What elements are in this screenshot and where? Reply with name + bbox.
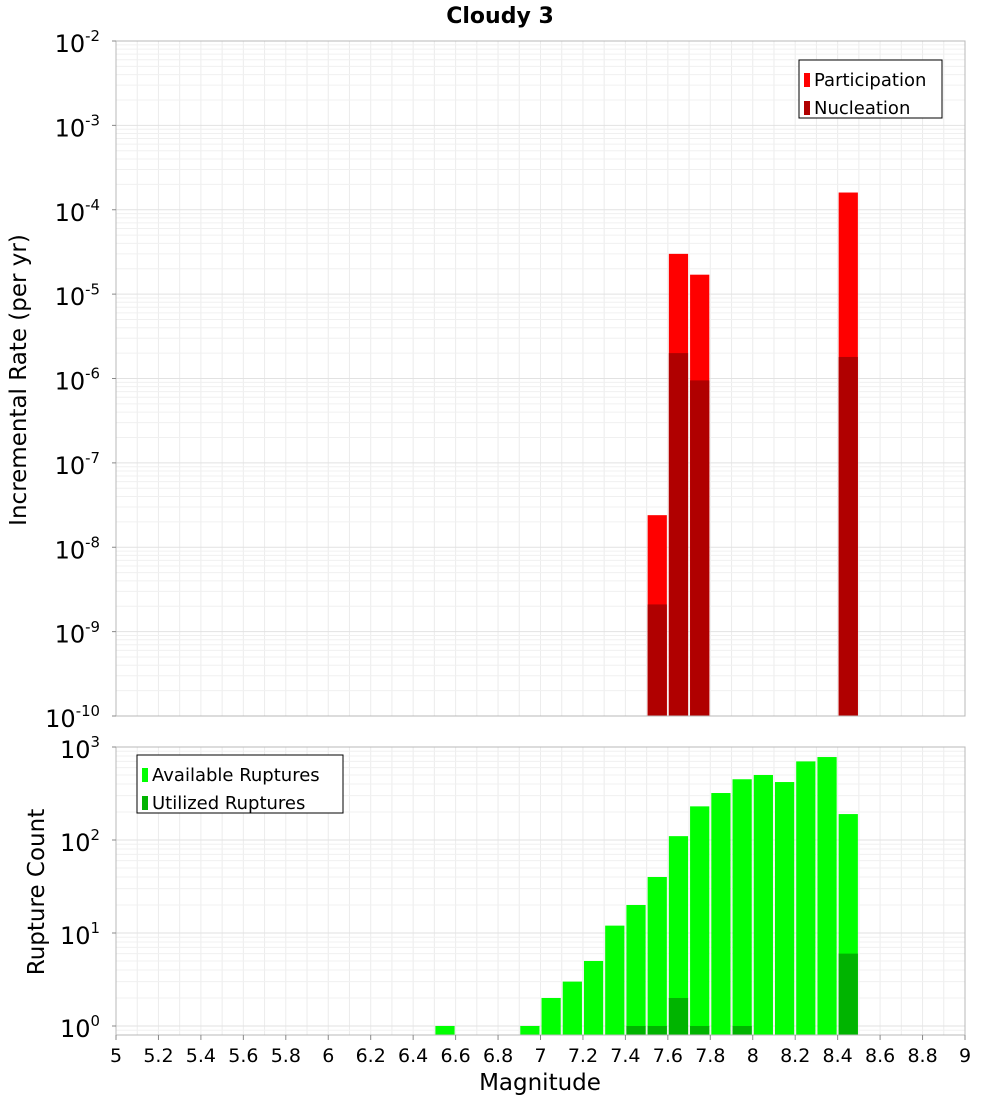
x-tick-label: 7.6: [653, 1045, 683, 1067]
x-tick-label: 5.4: [186, 1045, 216, 1067]
legend-box: [136, 754, 344, 814]
y-tick-label: 10-4: [55, 196, 100, 227]
x-axis-label: Magnitude: [479, 1070, 601, 1096]
x-tick-label: 8.4: [823, 1045, 853, 1067]
y-tick-label: 10-7: [55, 449, 100, 480]
y-tick-label: 102: [60, 826, 100, 857]
bar-nucleation: [647, 604, 667, 716]
bar-available-ruptures: [626, 904, 646, 1035]
y-tick-label: 100: [60, 1012, 100, 1043]
bar-available-ruptures: [583, 960, 604, 1035]
x-tick-label: 7.2: [568, 1045, 598, 1067]
y-tick-label: 10-3: [55, 112, 100, 143]
bar-available-ruptures: [817, 757, 837, 1035]
x-tick-label: 8.6: [865, 1045, 895, 1067]
bar-utilized-ruptures: [626, 1025, 646, 1035]
y-tick-label: 10-9: [55, 618, 100, 649]
x-tick-label: 6.6: [440, 1045, 470, 1067]
bar-available-ruptures: [647, 877, 667, 1035]
chart-title: Cloudy 3: [446, 4, 554, 29]
bar-available-ruptures: [753, 774, 773, 1035]
x-tick-label: 7.8: [695, 1045, 725, 1067]
bar-utilized-ruptures: [732, 1025, 752, 1035]
y-tick-label: 10-2: [55, 27, 100, 58]
text-layer: 10-10 10-9 10-8 10-7 10-6 10-5 10-4 10-3 10-2 Par…: [6, 4, 971, 1096]
x-tick-label: 6.4: [398, 1045, 428, 1067]
bar-available-ruptures: [541, 997, 561, 1035]
y-tick-label: 10-8: [55, 533, 100, 564]
bar-available-ruptures: [605, 925, 625, 1035]
legend-label: Nucleation: [814, 98, 910, 119]
bar-nucleation: [838, 356, 858, 716]
legend-swatch: [804, 101, 810, 115]
legend-swatch: [142, 768, 148, 782]
legend-label: Utilized Ruptures: [152, 793, 305, 814]
y-tick-label: 10-5: [55, 280, 100, 311]
y-tick-label: 103: [60, 733, 100, 764]
legend-swatch: [142, 796, 148, 810]
bar-utilized-ruptures: [690, 1025, 710, 1035]
y-tick-label: 10-6: [55, 365, 100, 396]
bar-available-ruptures: [711, 793, 731, 1035]
legend-box: [798, 59, 943, 119]
bar-available-ruptures: [690, 806, 710, 1035]
x-tick-label: 6.8: [483, 1045, 513, 1067]
x-tick-label: 8.2: [780, 1045, 810, 1067]
bar-available-ruptures: [435, 1025, 455, 1035]
x-tick-label: 5: [110, 1045, 122, 1067]
y-axis-label-top: Incremental Rate (per yr): [6, 234, 32, 526]
x-tick-label: 9: [959, 1045, 971, 1067]
x-tick-label: 6.2: [356, 1045, 386, 1067]
bar-available-ruptures: [774, 782, 795, 1035]
x-tick-label: 7.4: [610, 1045, 640, 1067]
x-tick-label: 7: [534, 1045, 546, 1067]
bar-utilized-ruptures: [838, 953, 858, 1035]
x-tick-label: 6: [322, 1045, 334, 1067]
bar-nucleation: [690, 380, 710, 716]
x-tick-label: 8: [747, 1045, 759, 1067]
y-axis-label-bottom: Rupture Count: [24, 809, 50, 975]
bar-available-ruptures: [668, 836, 689, 1035]
x-tick-label: 8.8: [907, 1045, 937, 1067]
y-tick-label: 101: [60, 919, 100, 950]
x-tick-label: 5.8: [271, 1045, 301, 1067]
bar-utilized-ruptures: [647, 1025, 667, 1035]
legend-label: Participation: [814, 70, 926, 91]
grid-layer: [115, 40, 966, 1036]
legend-swatch: [804, 73, 810, 87]
frame-layer: [112, 40, 966, 1040]
bar-nucleation: [668, 353, 689, 716]
x-tick-label: 5.2: [143, 1045, 173, 1067]
bar-available-ruptures: [562, 981, 582, 1035]
bars-layer: [435, 192, 858, 1035]
bar-available-ruptures: [732, 779, 752, 1035]
bar-available-ruptures: [796, 761, 816, 1035]
x-tick-label: 5.6: [228, 1045, 258, 1067]
legend-label: Available Ruptures: [152, 765, 320, 786]
bar-available-ruptures: [520, 1025, 540, 1035]
bar-utilized-ruptures: [668, 997, 689, 1035]
y-tick-label: 10-10: [45, 702, 100, 733]
